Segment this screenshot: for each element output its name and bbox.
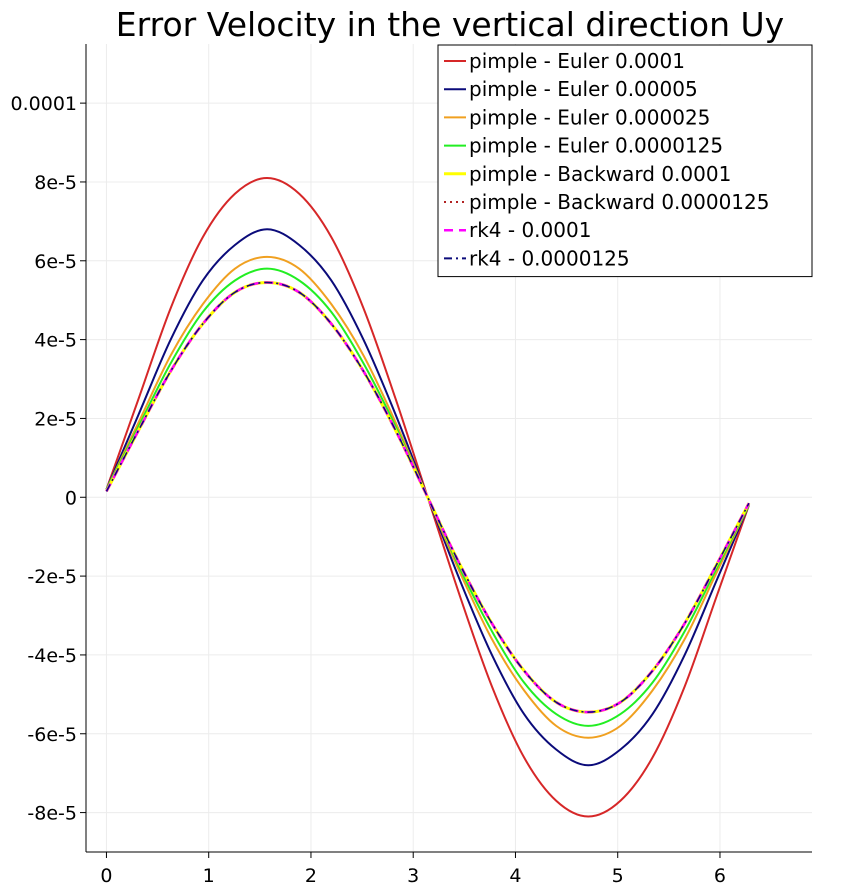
legend-item-4[interactable]: pimple - Backward 0.0001 (444, 162, 731, 186)
y-tick-label-5: 2e-5 (34, 408, 77, 430)
y-tick-label-2: -4e-5 (27, 645, 77, 667)
x-tick-label-3: 3 (407, 865, 419, 887)
x-tick-label-4: 4 (509, 865, 521, 887)
x-tick-label-6: 6 (714, 865, 726, 887)
y-tick-label-3: -2e-5 (27, 566, 77, 588)
series-line-7 (105, 281, 750, 713)
legend-label-3: pimple - Euler 0.0000125 (469, 134, 723, 158)
legend-item-1[interactable]: pimple - Euler 0.00005 (444, 77, 698, 101)
y-tick-label-7: 6e-5 (34, 251, 77, 273)
y-tick-label-6: 4e-5 (34, 330, 77, 352)
legend-label-2: pimple - Euler 0.000025 (469, 105, 710, 129)
legend-label-0: pimple - Euler 0.0001 (469, 49, 685, 73)
legend-item-5[interactable]: pimple - Backward 0.0000125 (444, 190, 769, 214)
legend-item-2[interactable]: pimple - Euler 0.000025 (444, 105, 710, 129)
x-tick-label-0: 0 (100, 865, 112, 887)
legend-label-6: rk4 - 0.0001 (469, 218, 591, 242)
series-layer (105, 177, 751, 818)
chart-title: Error Velocity in the vertical direction… (116, 5, 784, 44)
x-tick-label-5: 5 (612, 865, 624, 887)
y-tick-label-1: -6e-5 (27, 724, 77, 746)
legend-label-7: rk4 - 0.0000125 (469, 246, 630, 270)
y-tick-label-0: -8e-5 (27, 803, 77, 825)
legend-box (437, 44, 813, 278)
legend-label-5: pimple - Backward 0.0000125 (469, 190, 769, 214)
legend-item-0[interactable]: pimple - Euler 0.0001 (444, 49, 685, 73)
y-tick-label-4: 0 (65, 487, 77, 509)
y-tick-label-8: 8e-5 (34, 172, 77, 194)
legend-label-4: pimple - Backward 0.0001 (469, 162, 731, 186)
legend[interactable]: pimple - Euler 0.0001 pimple - Euler 0.00… (437, 44, 813, 278)
axes: 0 1 2 3 4 5 6 -8e-5 -6e-5 -4e-5 -2e-5 0 2e-5 4e-5 6e-5… (11, 44, 812, 887)
legend-item-6[interactable]: rk4 - 0.0001 (444, 218, 591, 242)
legend-label-1: pimple - Euler 0.00005 (469, 77, 698, 101)
x-tick-label-2: 2 (305, 865, 317, 887)
y-tick-label-9: 0.0001 (11, 93, 77, 115)
legend-item-3[interactable]: pimple - Euler 0.0000125 (444, 134, 723, 158)
legend-item-7[interactable]: rk4 - 0.0000125 (444, 246, 630, 270)
x-tick-label-1: 1 (203, 865, 215, 887)
